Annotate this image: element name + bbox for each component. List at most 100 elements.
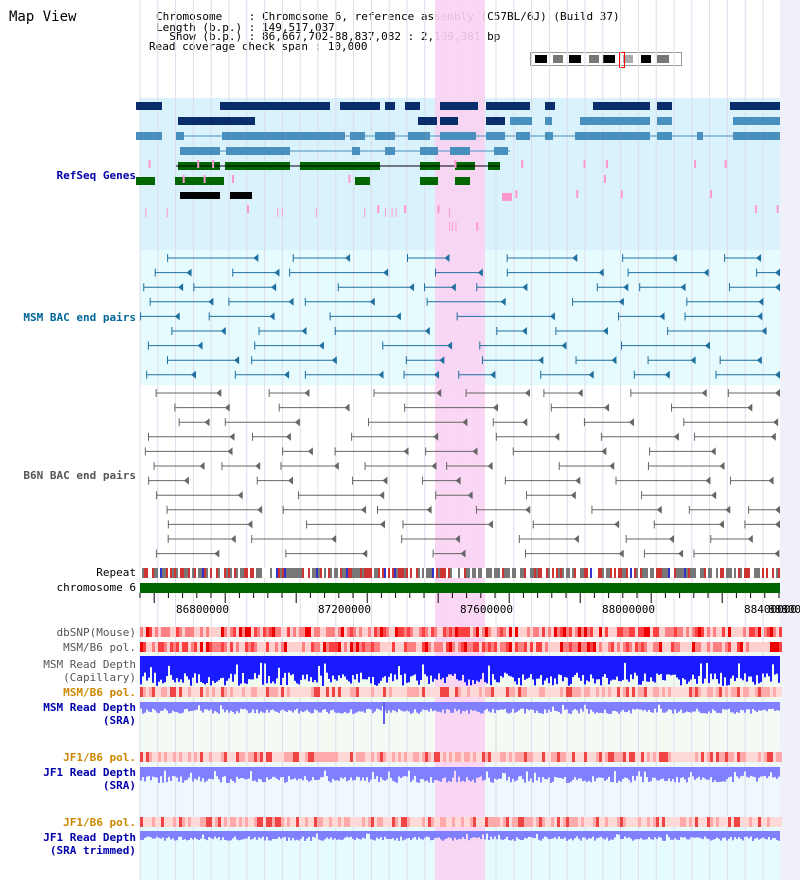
jf1-pol-trimmed-heat [233, 817, 236, 827]
jf1-pol-trimmed-heat [650, 817, 653, 827]
jf1-depth-trimmed [148, 831, 150, 837]
msm-pol-heat [146, 642, 149, 652]
jf1-depth-trimmed [196, 831, 198, 840]
msm-pol-sra-heat [542, 687, 545, 697]
jf1-depth-sra [266, 767, 268, 778]
jf1-depth-trimmed [476, 831, 478, 838]
msm-depth-capillary [222, 656, 224, 678]
jf1-depth-sra [314, 767, 316, 780]
jf1-depth-sra [440, 767, 442, 782]
jf1-pol-heat [749, 752, 752, 762]
dbsnp-heat [359, 627, 362, 637]
msm-pol-sra-heat [680, 687, 683, 697]
msm-depth-sra [752, 702, 754, 710]
msm-pol-sra-heat [608, 687, 611, 697]
msm-pol-sra-heat [476, 687, 479, 697]
jf1-depth-sra [352, 767, 354, 781]
msm-depth-capillary [730, 656, 732, 679]
jf1-depth-trimmed [420, 831, 422, 840]
jf1-depth-sra [476, 767, 478, 778]
msm-depth-capillary [502, 656, 504, 678]
jf1-pol-heat [260, 752, 263, 762]
dbsnp-heat [239, 627, 242, 637]
msm-pol-sra-heat [569, 687, 572, 697]
gene-feature [136, 102, 162, 110]
jf1-pol-trimmed-heat [581, 817, 584, 827]
msm-pol-sra-heat [317, 687, 320, 697]
jf1-depth-trimmed [154, 831, 156, 839]
msm-pol-heat [203, 642, 206, 652]
msm-depth-capillary [300, 656, 302, 680]
jf1-depth-sra [154, 767, 156, 778]
msm-depth-capillary [386, 656, 388, 683]
gene-feature [355, 177, 370, 185]
jf1-depth-trimmed [202, 831, 204, 835]
track-label-msm-pol-sra: MSM/B6 pol. [63, 686, 136, 699]
jf1-pol-heat [611, 752, 614, 762]
dbsnp-heat [605, 627, 608, 637]
dbsnp-heat [203, 627, 206, 637]
msm-pol-heat [512, 642, 515, 652]
jf1-pol-trimmed-heat [323, 817, 326, 827]
jf1-depth-trimmed [746, 831, 748, 837]
jf1-depth-trimmed [724, 831, 726, 838]
msm-depth-capillary [706, 656, 708, 663]
msm-depth-sra [348, 702, 350, 713]
msm-pol-sra-heat [266, 687, 269, 697]
msm-depth-capillary [220, 656, 222, 679]
msm-depth-sra [444, 702, 446, 714]
msm-depth-sra [368, 702, 370, 709]
ideogram-band [669, 55, 681, 63]
jf1-depth-sra [420, 767, 422, 780]
jf1-depth-trimmed [530, 831, 532, 838]
msm-depth-sra [216, 702, 218, 713]
jf1-pol-heat [656, 752, 659, 762]
jf1-pol-trimmed-heat [635, 817, 638, 827]
msm-depth-sra [508, 702, 510, 714]
jf1-pol-trimmed-heat [497, 817, 500, 827]
jf1-depth-sra [356, 767, 358, 777]
jf1-pol-trimmed-heat [614, 817, 617, 827]
msm-depth-sra [248, 702, 250, 714]
dbsnp-heat [362, 627, 365, 637]
dbsnp-heat [215, 627, 218, 637]
msm-depth-sra [222, 702, 224, 710]
msm-depth-sra [372, 702, 374, 714]
msm-depth-sra [316, 702, 318, 711]
msm-pol-heat [464, 642, 467, 652]
jf1-depth-trimmed [140, 831, 142, 840]
msm-depth-capillary [364, 656, 366, 680]
jf1-pol-trimmed-heat [611, 817, 614, 827]
msm-depth-capillary [526, 656, 528, 679]
jf1-depth-sra [192, 767, 194, 782]
jf1-pol-trimmed-heat [341, 817, 344, 827]
msm-pol-heat [440, 642, 443, 652]
jf1-pol-heat [365, 752, 368, 762]
jf1-depth-trimmed [704, 831, 706, 837]
msm-pol-heat [659, 642, 662, 652]
jf1-depth-trimmed [582, 831, 584, 838]
msm-depth-sra [366, 702, 368, 710]
jf1-depth-sra [424, 767, 426, 782]
jf1-depth-sra [162, 767, 164, 783]
jf1-pol-trimmed-heat [710, 817, 713, 827]
msm-depth-sra [720, 702, 722, 714]
jf1-depth-sra [500, 767, 502, 779]
msm-depth-capillary [260, 656, 262, 663]
msm-pol-sra-heat [209, 687, 212, 697]
jf1-pol-heat [257, 752, 260, 762]
msm-depth-capillary [510, 656, 512, 677]
msm-depth-sra [350, 702, 352, 710]
msm-depth-capillary [456, 656, 458, 680]
msm-pol-sra-heat [620, 687, 623, 697]
jf1-depth-sra [756, 767, 758, 782]
jf1-depth-trimmed [208, 831, 210, 838]
jf1-depth-sra [342, 767, 344, 779]
jf1-pol-heat [245, 752, 248, 762]
msm-depth-capillary [270, 656, 272, 684]
msm-pol-heat [692, 642, 695, 652]
msm-depth-capillary [616, 656, 618, 677]
msm-depth-sra [432, 702, 434, 712]
jf1-pol-trimmed-heat [404, 817, 407, 827]
